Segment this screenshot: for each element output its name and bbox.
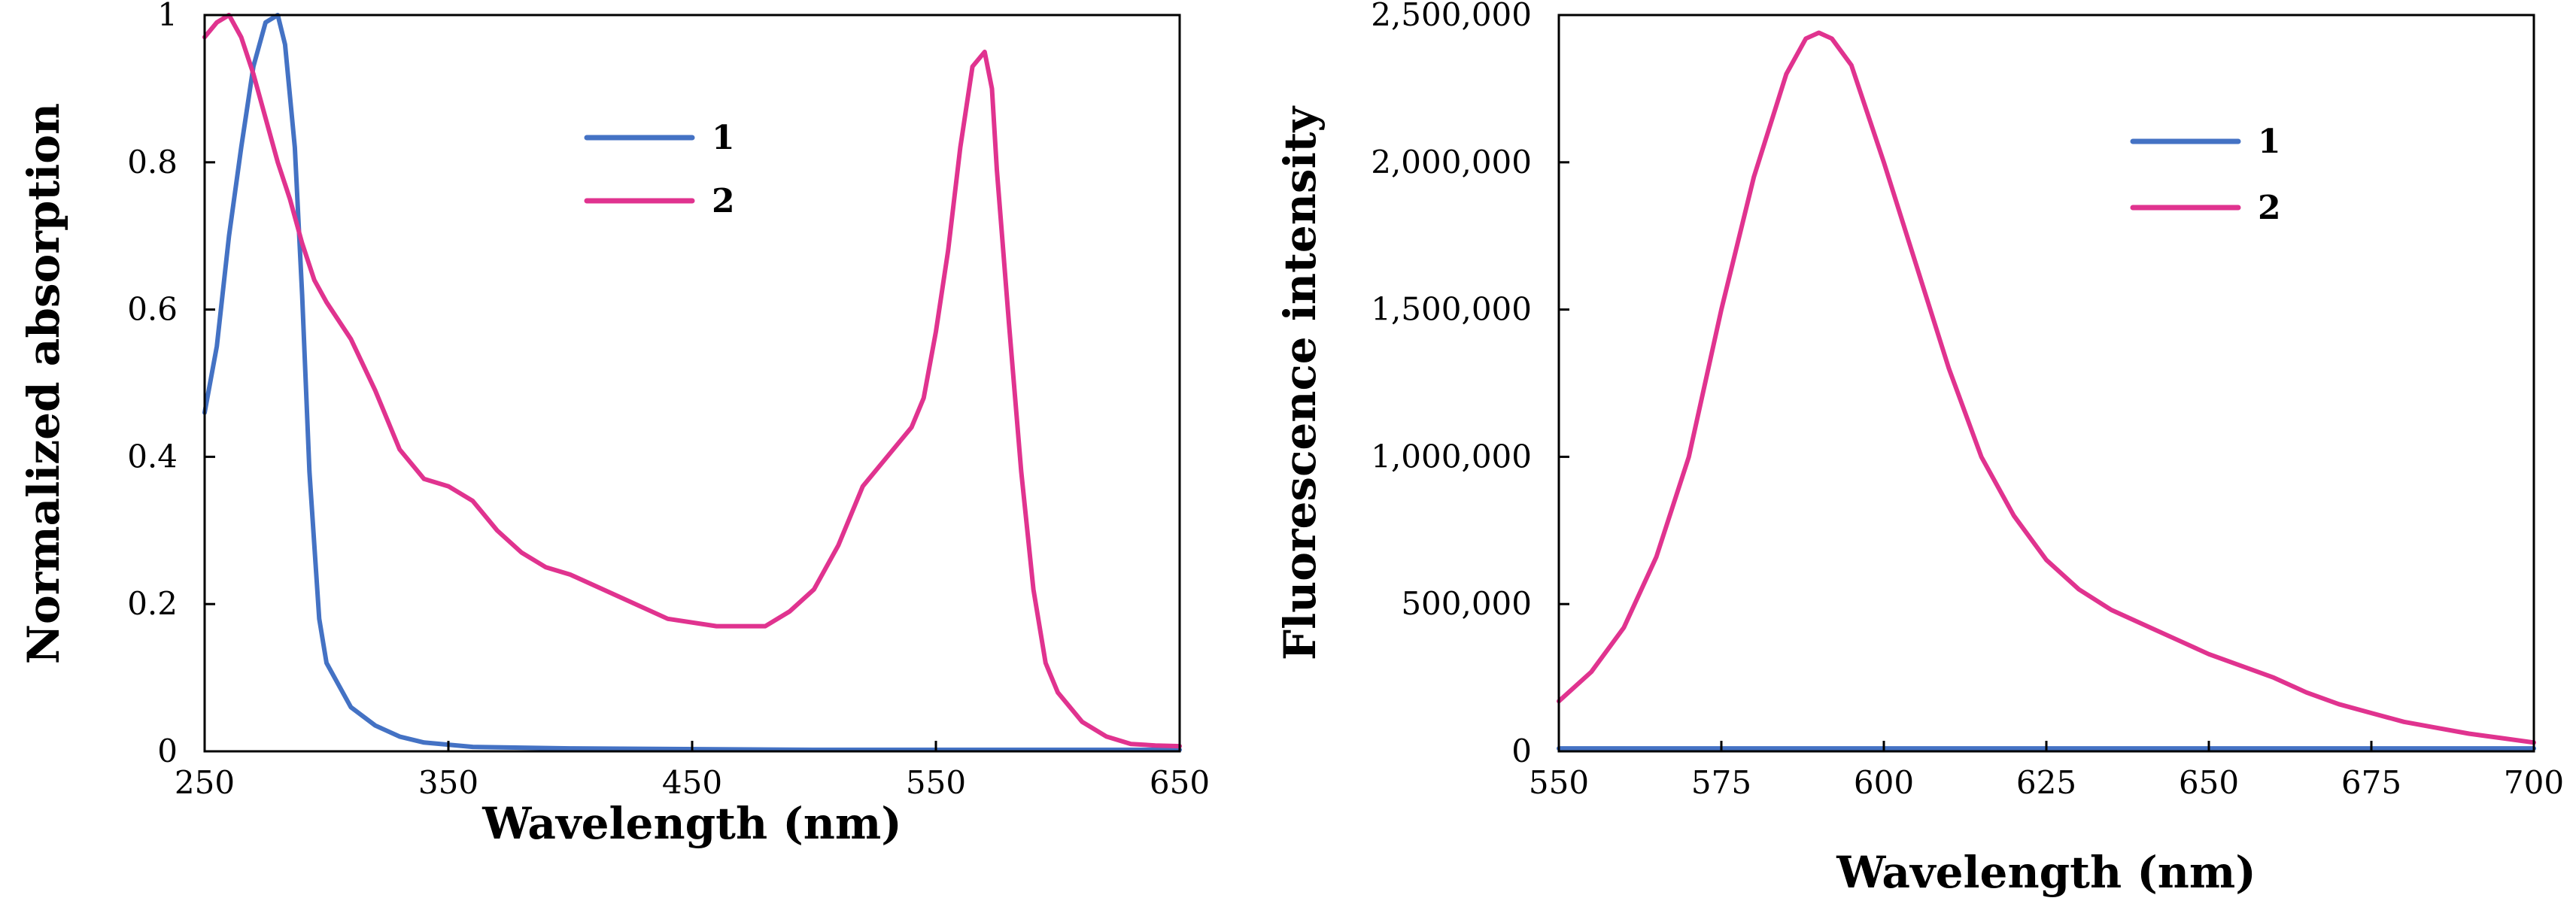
absorption-x-tick-label: 350 [418, 764, 478, 801]
absorption-y-tick-label: 0.4 [127, 438, 178, 475]
absorption-legend-label-2: 2 [712, 182, 735, 220]
fluorescence-x-tick-label: 675 [2341, 764, 2401, 801]
fluorescence-series-2-line [1557, 30, 2536, 745]
fluorescence-legend-label-2: 2 [2258, 189, 2281, 227]
absorption-x-axis-title: Wavelength (nm) [481, 798, 902, 849]
absorption-y-tick-label: 0 [157, 733, 178, 769]
fluorescence-y-tick-label: 500,000 [1401, 585, 1532, 622]
absorption-y-tick-label: 0.6 [127, 291, 178, 328]
fluorescence-chart: 550 575 600 625 650 675 700 0 500,000 1,000,000 1,… [1274, 0, 2564, 898]
fluorescence-y-tick-label: 1,000,000 [1371, 438, 1532, 475]
absorption-x-tick-label: 650 [1150, 764, 1210, 801]
absorption-ticks-layer: 250 350 450 550 650 0 0.2 0.4 0.6 0.8 1 [127, 0, 1210, 801]
fluorescence-x-tick-label: 575 [1691, 764, 1751, 801]
fluorescence-y-axis-title: Fluorescence intensity [1274, 105, 1326, 661]
fluorescence-y-tick-label: 2,000,000 [1371, 144, 1532, 180]
fluorescence-x-tick-label: 625 [2016, 764, 2076, 801]
absorption-legend: 12 [584, 119, 735, 220]
fluorescence-x-tick-label: 650 [2179, 764, 2239, 801]
absorption-legend-label-1: 1 [712, 119, 735, 157]
absorption-y-tick-label: 1 [157, 0, 178, 33]
fluorescence-y-tick-label: 1,500,000 [1371, 291, 1532, 328]
fluorescence-x-tick-label: 700 [2504, 764, 2564, 801]
absorption-x-tick-label: 450 [662, 764, 722, 801]
absorption-plot-frame [203, 14, 1181, 753]
fluorescence-series-layer [1557, 30, 2536, 751]
fluorescence-legend-label-1: 1 [2258, 123, 2281, 161]
absorption-y-axis-title: Normalized absorption [18, 103, 69, 664]
fluorescence-legend: 12 [2130, 123, 2281, 227]
absorption-x-tick-label: 550 [906, 764, 966, 801]
absorption-x-tick-label: 250 [175, 764, 235, 801]
fluorescence-y-tick-label: 2,500,000 [1371, 0, 1532, 33]
fluorescence-x-tick-label: 600 [1854, 764, 1914, 801]
absorption-y-tick-label: 0.2 [127, 585, 178, 622]
fluorescence-y-tick-label: 0 [1511, 733, 1532, 769]
fluorescence-ticks-layer: 550 575 600 625 650 675 700 0 500,000 1,000,000 1,… [1371, 0, 2564, 801]
absorption-series-1-line [202, 13, 1182, 752]
absorption-series-layer [202, 13, 1182, 752]
absorption-y-tick-label: 0.8 [127, 144, 178, 180]
fluorescence-x-axis-title: Wavelength (nm) [1836, 847, 2256, 898]
absorption-series-2-line [202, 13, 1182, 749]
fluorescence-x-tick-label: 550 [1529, 764, 1589, 801]
